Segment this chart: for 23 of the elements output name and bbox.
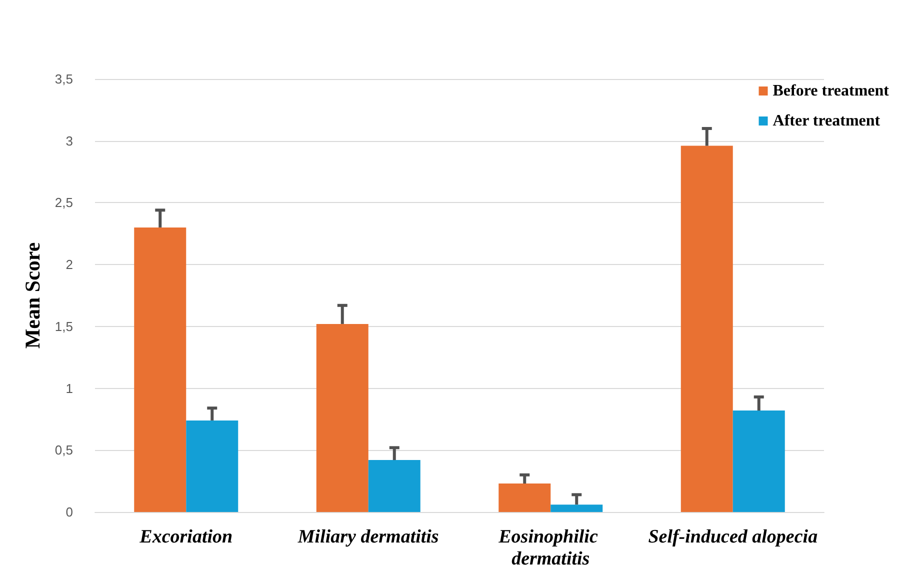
bar: [316, 324, 368, 512]
bar: [680, 146, 733, 512]
legend-label: Before treatment: [772, 82, 890, 100]
bar: [732, 410, 785, 512]
bar: [186, 420, 238, 512]
bar: [550, 504, 603, 512]
bar: [368, 460, 420, 512]
y-tick-label: 1,5: [54, 318, 73, 334]
y-tick-label: 3,5: [54, 72, 73, 86]
bar: [134, 227, 186, 512]
x-tick-label: Miliary dermatitis: [296, 526, 439, 548]
y-tick-label: 2,5: [54, 195, 73, 210]
y-tick-label: 0: [66, 504, 73, 520]
x-tick-label: Eosinophilic dermatitis: [498, 526, 603, 570]
legend-label: After treatment: [772, 112, 881, 130]
bar: [498, 484, 551, 512]
y-axis-title: Mean Score: [20, 242, 44, 349]
y-tick-label: 0,5: [54, 442, 73, 458]
x-tick-label: Excoriation: [138, 526, 233, 548]
x-tick-label: Self-induced alopecia: [648, 526, 818, 548]
y-tick-label: 2: [66, 257, 73, 272]
y-tick-label: 3: [66, 133, 73, 148]
y-tick-label: 1: [66, 380, 73, 396]
